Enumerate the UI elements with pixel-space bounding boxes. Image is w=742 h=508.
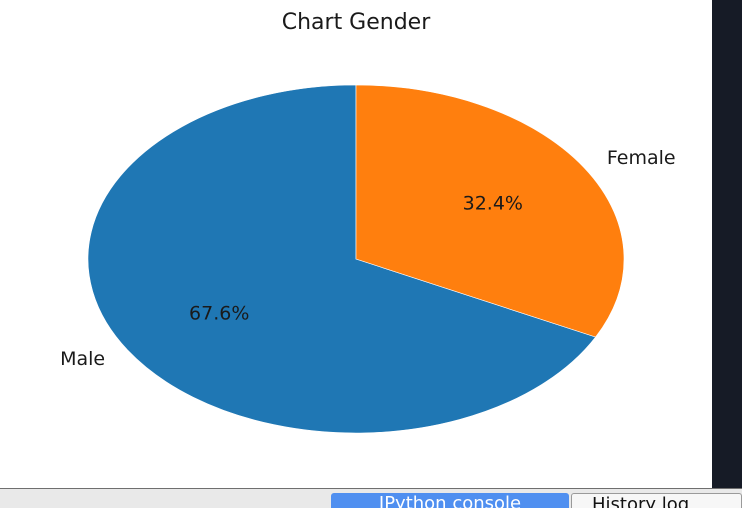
pie-slice-male (87, 84, 597, 434)
pie-percent-label-male: 67.6% (189, 302, 249, 324)
pie-slice-female (355, 84, 625, 338)
console-tab-bar: IPython console History log (0, 488, 742, 508)
pie-slices (87, 84, 625, 434)
tab-history-log[interactable]: History log (571, 493, 742, 508)
pie-percent-label-female: 32.4% (463, 193, 523, 215)
tab-ipython-console[interactable]: IPython console (331, 493, 569, 508)
pie-category-label-female: Female (607, 147, 676, 169)
figure-canvas: Chart Gender 67.6% Male 32.4% Female (60, 10, 676, 434)
pane-divider (712, 0, 742, 488)
pie-labels: 67.6% Male 32.4% Female (60, 147, 676, 370)
pie-category-label-male: Male (60, 348, 105, 370)
chart-title: Chart Gender (282, 10, 431, 35)
pie-chart: Chart Gender 67.6% Male 32.4% Female (60, 10, 676, 434)
